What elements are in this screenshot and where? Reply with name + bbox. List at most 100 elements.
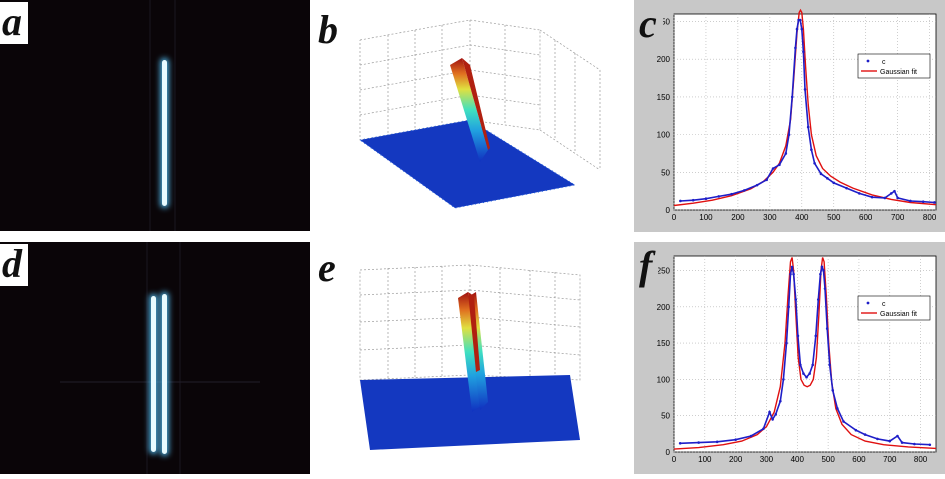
panel-f-label: f bbox=[637, 246, 659, 288]
x-tick-label: 100 bbox=[699, 213, 713, 222]
data-point bbox=[832, 181, 836, 185]
data-point bbox=[810, 148, 813, 151]
legend-label-fit: Gaussian fit bbox=[880, 69, 917, 76]
x-tick-label: 0 bbox=[672, 455, 677, 464]
data-point bbox=[799, 363, 802, 367]
data-point bbox=[803, 88, 807, 91]
data-point bbox=[900, 441, 904, 444]
data-point bbox=[802, 372, 805, 375]
data-point bbox=[842, 420, 845, 423]
y-tick-label: 0 bbox=[666, 206, 671, 215]
panel-e-surface bbox=[330, 250, 620, 470]
plot-area bbox=[673, 255, 937, 453]
panel-e-surface-plot bbox=[359, 264, 581, 450]
data-point bbox=[823, 287, 827, 290]
data-point bbox=[863, 433, 867, 436]
data-point bbox=[909, 199, 912, 203]
data-point bbox=[771, 418, 774, 421]
y-tick-label: 250 bbox=[657, 18, 671, 27]
legend-marker-data bbox=[866, 59, 870, 63]
data-point bbox=[933, 201, 936, 204]
panel-b-label: b bbox=[318, 7, 338, 52]
panel-d-image bbox=[60, 242, 260, 474]
spectral-line-2 bbox=[162, 294, 167, 454]
data-point bbox=[805, 375, 808, 379]
data-point bbox=[794, 46, 797, 50]
surface-base bbox=[360, 375, 580, 450]
data-point bbox=[913, 442, 916, 446]
data-point bbox=[792, 272, 795, 276]
data-point bbox=[734, 438, 737, 441]
y-tick-label: 0 bbox=[666, 448, 671, 457]
x-tick-label: 100 bbox=[698, 455, 712, 464]
x-tick-label: 800 bbox=[914, 455, 928, 464]
data-point bbox=[802, 50, 805, 53]
panel-d-photo bbox=[0, 242, 310, 474]
chart-c-svg: 0 100 200 300 400 500 600 700 800 0 50 100 150 200 250… bbox=[657, 8, 937, 222]
legend-label-fit: Gaussian fit bbox=[880, 311, 917, 318]
legend-marker-data bbox=[866, 301, 870, 305]
data-point bbox=[806, 125, 810, 129]
x-tick-label: 800 bbox=[923, 213, 937, 222]
data-point bbox=[820, 265, 824, 269]
x-tick-label: 600 bbox=[852, 455, 866, 464]
data-point bbox=[742, 189, 746, 192]
legend-box bbox=[857, 295, 931, 321]
data-trace bbox=[680, 264, 930, 446]
surface-base bbox=[360, 120, 575, 208]
panel-a-label: a bbox=[0, 2, 28, 44]
data-trace bbox=[680, 19, 935, 204]
data-point bbox=[765, 178, 768, 182]
x-tick-label: 600 bbox=[859, 213, 873, 222]
spectral-line-1 bbox=[151, 296, 156, 452]
data-point bbox=[762, 427, 765, 431]
data-point bbox=[782, 378, 785, 381]
legend-label-data: c bbox=[882, 301, 886, 308]
y-tick-label: 50 bbox=[661, 168, 670, 177]
data-point bbox=[787, 305, 790, 309]
data-point bbox=[883, 196, 887, 200]
panel-b-surface-plot bbox=[358, 19, 601, 209]
y-tick-label: 200 bbox=[657, 303, 671, 312]
data-point bbox=[717, 195, 721, 198]
panel-b-surface bbox=[330, 10, 620, 225]
data-point bbox=[749, 434, 753, 438]
data-point bbox=[790, 95, 794, 99]
spectral-line bbox=[162, 60, 167, 206]
data-point bbox=[787, 133, 791, 136]
data-point bbox=[704, 197, 708, 200]
data-point bbox=[896, 196, 899, 200]
data-point bbox=[870, 195, 874, 199]
panel-a-image bbox=[60, 0, 260, 231]
data-point bbox=[896, 434, 899, 438]
data-point bbox=[679, 199, 682, 203]
y-tick-label: 200 bbox=[657, 55, 671, 64]
data-point bbox=[796, 334, 800, 338]
data-point bbox=[816, 298, 820, 301]
data-point bbox=[811, 363, 815, 367]
x-tick-label: 300 bbox=[760, 455, 774, 464]
plot-area bbox=[673, 13, 937, 211]
data-point bbox=[808, 372, 811, 375]
data-point bbox=[819, 272, 822, 276]
data-point bbox=[831, 388, 835, 392]
x-tick-label: 700 bbox=[883, 455, 897, 464]
x-tick-label: 0 bbox=[672, 213, 677, 222]
data-point bbox=[794, 298, 798, 301]
panel-a-photo bbox=[0, 0, 310, 231]
legend-box bbox=[857, 53, 931, 79]
data-point bbox=[755, 183, 759, 187]
data-point bbox=[893, 189, 896, 193]
data-point bbox=[779, 399, 782, 403]
data-point bbox=[876, 437, 879, 441]
y-tick-label: 250 bbox=[657, 267, 671, 276]
data-point bbox=[798, 18, 802, 22]
panel-d-label: d bbox=[0, 244, 28, 286]
data-point bbox=[858, 192, 861, 195]
y-tick-label: 50 bbox=[661, 412, 670, 421]
x-tick-label: 200 bbox=[731, 213, 745, 222]
legend-label-data: c bbox=[882, 59, 886, 66]
x-tick-label: 400 bbox=[795, 213, 809, 222]
data-point bbox=[889, 192, 893, 195]
x-tick-label: 300 bbox=[763, 213, 777, 222]
